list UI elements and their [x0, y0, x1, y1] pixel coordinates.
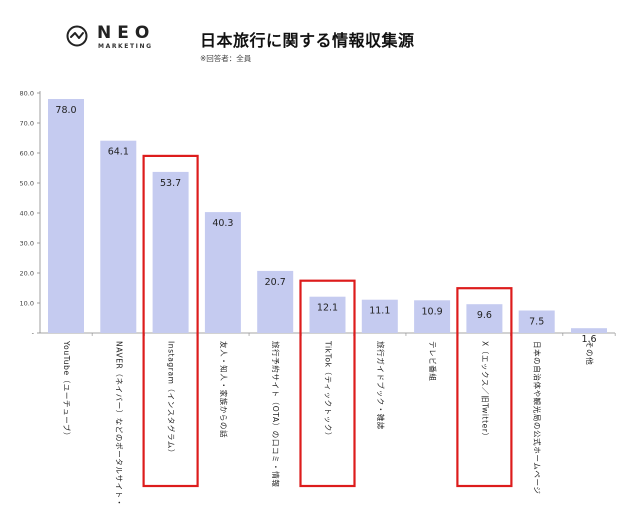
bar-value-label: 40.3: [212, 218, 233, 229]
brand-word: NEO: [97, 23, 156, 43]
bar-value-label: 53.7: [160, 178, 181, 189]
category-label: テレビ番組: [428, 341, 438, 382]
bar: [100, 140, 137, 333]
chart-title: 日本旅行に関する情報収集源: [200, 31, 415, 50]
bar-value-label: 11.1: [369, 306, 390, 317]
bar: [571, 328, 607, 333]
brand-sub: MARKETING: [98, 43, 153, 50]
highlight-box: [142, 154, 199, 488]
category-label: その他: [585, 341, 595, 365]
y-tick-label: 10.0: [20, 300, 34, 308]
bar-value-label: 10.9: [422, 306, 443, 317]
y-tick-label: 50.0: [20, 180, 34, 188]
brand-logo: NEO MARKETING: [66, 22, 176, 54]
highlight-box: [299, 279, 356, 488]
category-label: X（エックス／旧Twitter）: [480, 341, 489, 441]
bar-value-label: 78.0: [55, 105, 76, 116]
bar: [309, 296, 346, 333]
bar-value-label: 7.5: [529, 317, 544, 328]
bar-value-label: 9.6: [477, 310, 492, 321]
bar: [48, 99, 84, 333]
respondent-note: ※回答者：全員: [200, 54, 252, 63]
y-tick-label: 30.0: [20, 240, 34, 248]
y-tick-label: 20.0: [20, 270, 34, 278]
bar-value-label: 20.7: [265, 277, 286, 288]
category-label: Instagram（インスタグラム）: [167, 341, 177, 457]
bar: [257, 270, 294, 333]
bar-value-label: 64.1: [108, 147, 129, 158]
bar: [466, 304, 503, 333]
category-label: 友人・知人・家族からの話: [219, 341, 229, 438]
bar: [152, 171, 189, 333]
check-wave-icon: [66, 25, 88, 47]
category-label: 旅行予約サイト（OTA）の口コミ・情報: [271, 341, 281, 487]
bar-value-label: 1.6: [581, 334, 596, 345]
y-tick-label: -: [32, 330, 35, 338]
bar: [361, 299, 398, 333]
y-tick-label: 40.0: [20, 210, 34, 218]
category-label: TikTok（ティックトック）: [324, 340, 333, 440]
category-label: NAVER（ネイバー）などのポータルサイト・ブログ: [114, 341, 124, 507]
category-label: 旅行ガイドブック・雑誌: [376, 341, 386, 430]
y-tick-label: 80.0: [20, 90, 34, 98]
bar: [414, 300, 451, 333]
y-tick-label: 70.0: [20, 120, 34, 128]
bar: [518, 310, 555, 333]
bar-value-label: 12.1: [317, 303, 338, 314]
highlight-box: [456, 287, 513, 488]
y-tick-label: 60.0: [20, 150, 34, 158]
category-label: 日本の自治体や観光局の公式ホームページ: [533, 341, 543, 495]
category-label: YouTube（ユーチューブ）: [62, 340, 72, 440]
bar: [204, 212, 241, 333]
